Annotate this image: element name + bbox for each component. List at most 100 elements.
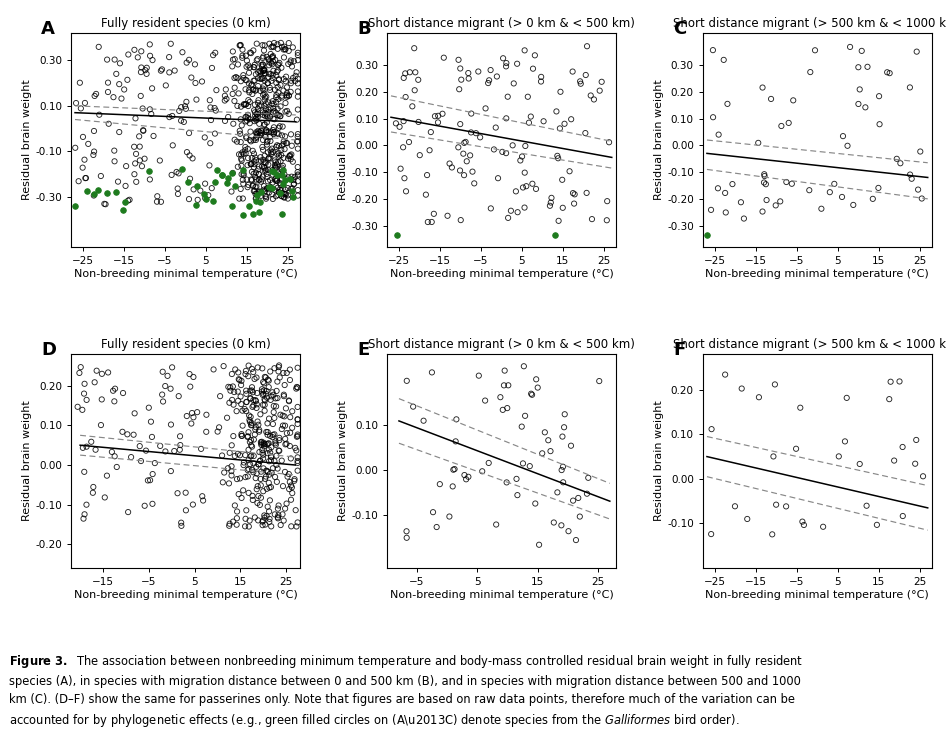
Point xyxy=(555,476,570,488)
Point xyxy=(464,166,480,177)
Point xyxy=(235,119,250,131)
Point xyxy=(235,155,250,166)
Point xyxy=(97,492,113,504)
Point xyxy=(249,468,264,479)
Point xyxy=(78,172,93,184)
Point xyxy=(280,183,295,194)
Point xyxy=(239,174,254,185)
Point xyxy=(68,97,83,109)
Point xyxy=(183,380,198,392)
Point xyxy=(248,421,263,433)
Point xyxy=(278,97,293,109)
Point xyxy=(261,54,276,65)
Title: Short distance migrant (> 0 km & < 500 km): Short distance migrant (> 0 km & < 500 k… xyxy=(368,339,635,352)
Point xyxy=(261,413,276,424)
Point xyxy=(534,447,550,459)
Point xyxy=(704,204,719,216)
Point xyxy=(260,501,275,512)
Point xyxy=(290,429,306,441)
Point xyxy=(111,176,126,188)
Point xyxy=(195,75,210,87)
Point xyxy=(245,145,260,157)
Point xyxy=(457,137,472,149)
Point xyxy=(272,187,287,199)
Point xyxy=(488,122,503,133)
Point xyxy=(270,139,285,151)
Point xyxy=(254,439,269,451)
Point xyxy=(131,51,146,63)
Point xyxy=(706,44,721,56)
Point xyxy=(273,155,289,167)
Point xyxy=(257,95,272,106)
Point xyxy=(478,103,493,114)
Point xyxy=(553,520,569,531)
Point xyxy=(290,169,306,180)
Point xyxy=(266,113,281,125)
Point xyxy=(276,390,291,402)
Point xyxy=(284,75,299,86)
Point xyxy=(153,65,168,76)
Point xyxy=(244,450,259,462)
Point xyxy=(237,471,253,483)
Point xyxy=(179,56,194,68)
Point xyxy=(220,381,236,393)
Point xyxy=(275,420,290,432)
Point xyxy=(276,367,291,379)
Point xyxy=(258,125,273,136)
Point xyxy=(420,216,435,228)
Point xyxy=(236,178,251,190)
Text: E: E xyxy=(358,341,369,359)
Point xyxy=(248,394,263,406)
Point xyxy=(464,108,479,119)
Point xyxy=(271,156,286,168)
Point xyxy=(254,516,270,528)
Y-axis label: Residual brain weight: Residual brain weight xyxy=(655,401,664,521)
Point xyxy=(220,463,236,474)
Point xyxy=(132,141,148,152)
Point xyxy=(240,181,255,193)
Point xyxy=(254,436,270,448)
Point xyxy=(227,54,242,65)
Point xyxy=(257,185,272,197)
Point xyxy=(464,127,479,139)
Point xyxy=(115,205,131,216)
Point xyxy=(174,163,189,174)
Point xyxy=(244,419,259,430)
Point xyxy=(178,487,193,498)
Point xyxy=(248,424,263,435)
Point xyxy=(290,457,306,469)
Point xyxy=(259,126,274,138)
Point xyxy=(272,109,287,121)
Point xyxy=(451,84,466,95)
Point xyxy=(289,136,305,147)
Point xyxy=(254,100,269,111)
Point xyxy=(236,457,252,468)
Point xyxy=(233,183,248,195)
Point xyxy=(244,158,259,170)
Point xyxy=(269,385,284,397)
Point xyxy=(278,188,293,200)
Point xyxy=(254,465,269,477)
Point xyxy=(592,85,607,97)
Point xyxy=(264,97,279,109)
Point xyxy=(244,166,259,177)
Point xyxy=(525,63,540,75)
Point xyxy=(259,110,274,122)
Point xyxy=(759,178,774,190)
Point xyxy=(221,520,236,531)
Point xyxy=(286,42,301,54)
Point xyxy=(282,173,297,185)
Point xyxy=(235,44,250,56)
Point xyxy=(145,468,160,480)
Point xyxy=(86,188,101,199)
Point xyxy=(534,75,549,87)
Point xyxy=(222,517,237,529)
Point xyxy=(459,474,474,485)
Point xyxy=(149,196,165,207)
Point xyxy=(145,431,160,443)
Point xyxy=(279,498,294,509)
Point xyxy=(261,71,276,83)
Point xyxy=(245,180,260,192)
Point xyxy=(164,169,179,181)
Point xyxy=(263,183,278,194)
